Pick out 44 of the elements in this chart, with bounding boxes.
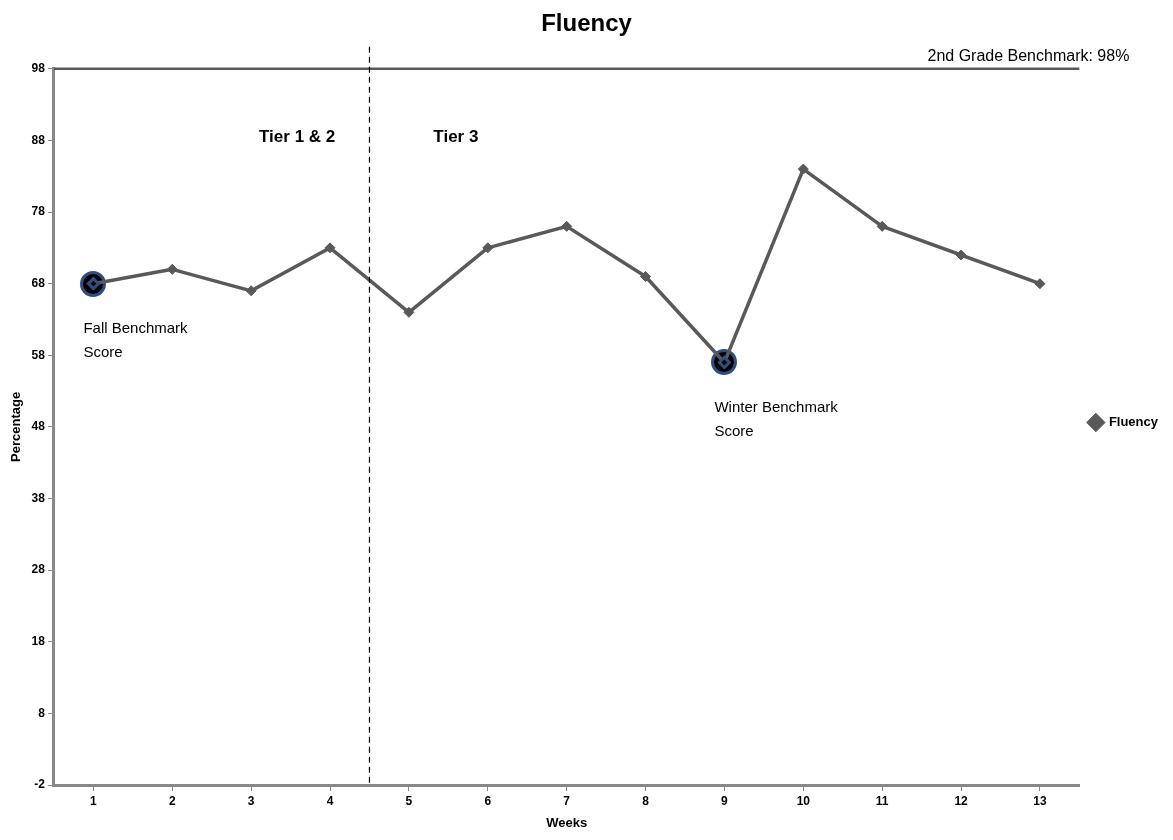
x-tick-label: 12 (954, 793, 969, 808)
y-tick-label: 8 (38, 705, 46, 720)
y-tick-label: 78 (31, 204, 46, 219)
y-tick-label: 88 (31, 132, 46, 147)
x-tick-label: 7 (563, 793, 571, 808)
point (797, 163, 809, 175)
annotation: Winter Benchmark Score (714, 398, 839, 440)
y-tick-label: 38 (31, 490, 46, 505)
y-axis-title: Percentage (8, 391, 24, 462)
x-tick-label: 5 (405, 793, 413, 808)
point (876, 220, 888, 232)
point (1034, 278, 1046, 290)
annotation: Fall Benchmark Score (83, 319, 189, 361)
point (245, 285, 257, 297)
x-tick-label: 10 (796, 793, 811, 808)
point (482, 242, 494, 254)
x-tick-label: 9 (721, 793, 729, 808)
point (403, 306, 415, 318)
point (561, 220, 573, 232)
point (166, 263, 178, 275)
annotation: Tier 3 (433, 126, 479, 146)
point (640, 271, 652, 282)
x-tick-label: 1 (90, 793, 98, 808)
x-tick-label: 11 (875, 793, 889, 808)
x-axis-title: Weeks (546, 814, 588, 830)
y-tick-label: 48 (31, 419, 46, 434)
x-tick-label: 3 (247, 793, 255, 808)
x-tick-label: 2 (168, 793, 176, 808)
x-tick-label: 6 (484, 793, 492, 808)
legend-label: Fluency (1108, 414, 1159, 430)
x-tick-label: 8 (642, 793, 650, 808)
y-tick-label: 18 (31, 634, 46, 649)
y-tick-label: -2 (34, 777, 46, 792)
y-tick-label: 98 (31, 61, 46, 76)
x-tick-label: 4 (326, 793, 334, 808)
y-tick-label: 68 (31, 275, 46, 290)
annotation: Tier 1 & 2 (259, 126, 336, 146)
x-tick-label: 13 (1033, 793, 1047, 808)
point (324, 242, 336, 254)
y-tick-label: 58 (31, 347, 46, 362)
point (955, 249, 967, 261)
ref-line-label: 2nd Grade Benchmark: 98% (927, 47, 1130, 65)
y-tick-label: 28 (31, 562, 46, 577)
chart-title: Fluency (541, 9, 633, 37)
